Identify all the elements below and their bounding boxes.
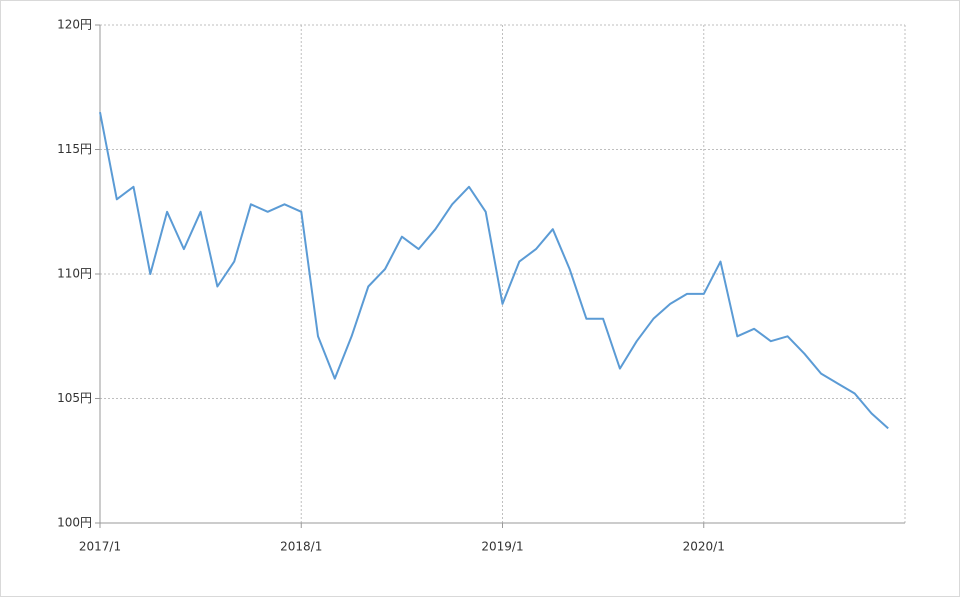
x-tick-label: 2019/1: [481, 540, 523, 554]
x-tick-label: 2020/1: [683, 540, 725, 554]
y-tick-label: 120円: [57, 18, 92, 32]
data-line: [99, 112, 889, 430]
x-tick-label: 2018/1: [280, 540, 322, 554]
y-tick-label: 115円: [57, 142, 92, 156]
x-tick-label: 2017/1: [79, 540, 121, 554]
y-tick-label: 110円: [57, 267, 92, 281]
y-tick-label: 100円: [57, 516, 92, 530]
y-tick-label: 105円: [57, 391, 92, 405]
